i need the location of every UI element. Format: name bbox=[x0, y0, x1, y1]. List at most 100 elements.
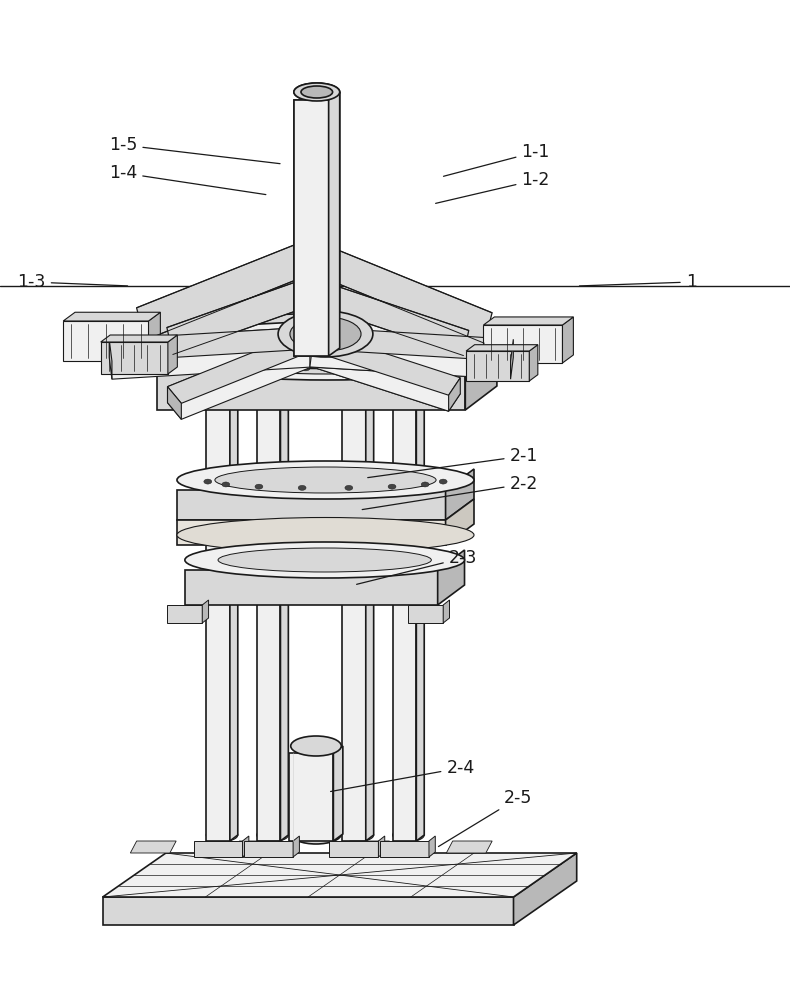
Ellipse shape bbox=[177, 518, 474, 552]
Ellipse shape bbox=[294, 83, 340, 101]
Ellipse shape bbox=[206, 828, 238, 842]
Polygon shape bbox=[280, 354, 288, 841]
Polygon shape bbox=[257, 360, 280, 841]
Polygon shape bbox=[185, 570, 438, 605]
Polygon shape bbox=[529, 345, 538, 381]
Polygon shape bbox=[510, 339, 514, 379]
Ellipse shape bbox=[222, 482, 230, 487]
Polygon shape bbox=[194, 841, 243, 857]
Ellipse shape bbox=[255, 484, 263, 489]
Polygon shape bbox=[465, 346, 497, 410]
Ellipse shape bbox=[260, 364, 269, 370]
Polygon shape bbox=[310, 327, 514, 361]
Polygon shape bbox=[101, 342, 168, 374]
Polygon shape bbox=[293, 836, 299, 857]
Ellipse shape bbox=[278, 311, 373, 357]
Ellipse shape bbox=[345, 485, 353, 490]
Ellipse shape bbox=[187, 356, 197, 362]
Ellipse shape bbox=[177, 461, 474, 499]
Ellipse shape bbox=[419, 362, 429, 368]
Ellipse shape bbox=[257, 828, 288, 842]
Text: 2-3: 2-3 bbox=[356, 549, 477, 584]
Ellipse shape bbox=[445, 359, 454, 365]
Polygon shape bbox=[167, 605, 202, 623]
Ellipse shape bbox=[385, 364, 394, 370]
Polygon shape bbox=[438, 550, 465, 605]
Polygon shape bbox=[206, 360, 230, 841]
Polygon shape bbox=[306, 347, 461, 411]
Polygon shape bbox=[157, 370, 465, 410]
Ellipse shape bbox=[388, 484, 396, 489]
Ellipse shape bbox=[301, 365, 310, 371]
Polygon shape bbox=[329, 92, 340, 356]
Ellipse shape bbox=[301, 86, 333, 98]
Polygon shape bbox=[109, 327, 313, 361]
Polygon shape bbox=[294, 100, 329, 356]
Text: 2-4: 2-4 bbox=[330, 759, 475, 792]
Polygon shape bbox=[366, 354, 374, 841]
Ellipse shape bbox=[150, 314, 502, 368]
Text: 2-5: 2-5 bbox=[438, 789, 532, 847]
Polygon shape bbox=[306, 349, 449, 411]
Polygon shape bbox=[449, 378, 461, 411]
Ellipse shape bbox=[301, 86, 333, 98]
Text: 2-1: 2-1 bbox=[367, 447, 538, 478]
Ellipse shape bbox=[157, 336, 497, 380]
Polygon shape bbox=[109, 339, 112, 379]
Ellipse shape bbox=[206, 348, 238, 360]
Text: 1-4: 1-4 bbox=[109, 164, 266, 195]
Ellipse shape bbox=[393, 828, 424, 842]
Polygon shape bbox=[380, 841, 429, 857]
Ellipse shape bbox=[298, 485, 306, 490]
Polygon shape bbox=[378, 836, 385, 857]
Polygon shape bbox=[177, 520, 446, 545]
Text: 1-2: 1-2 bbox=[435, 171, 550, 203]
Polygon shape bbox=[233, 841, 279, 853]
Polygon shape bbox=[109, 345, 313, 379]
Ellipse shape bbox=[342, 348, 374, 360]
Polygon shape bbox=[483, 317, 574, 325]
Ellipse shape bbox=[215, 467, 436, 493]
Polygon shape bbox=[167, 348, 318, 419]
Ellipse shape bbox=[218, 548, 431, 572]
Ellipse shape bbox=[290, 317, 361, 351]
Polygon shape bbox=[167, 332, 318, 403]
Polygon shape bbox=[167, 387, 182, 419]
Polygon shape bbox=[483, 325, 562, 363]
Polygon shape bbox=[466, 345, 538, 351]
Polygon shape bbox=[130, 841, 176, 853]
Polygon shape bbox=[243, 836, 249, 857]
Polygon shape bbox=[306, 331, 461, 395]
Polygon shape bbox=[309, 278, 468, 356]
Polygon shape bbox=[63, 312, 160, 321]
Polygon shape bbox=[244, 841, 293, 857]
Polygon shape bbox=[443, 600, 450, 623]
Ellipse shape bbox=[204, 479, 212, 484]
Polygon shape bbox=[202, 600, 209, 623]
Polygon shape bbox=[63, 321, 149, 361]
Polygon shape bbox=[429, 836, 435, 857]
Polygon shape bbox=[333, 746, 343, 841]
Ellipse shape bbox=[344, 365, 353, 371]
Polygon shape bbox=[103, 897, 514, 925]
Polygon shape bbox=[310, 345, 514, 379]
Polygon shape bbox=[344, 841, 389, 853]
Ellipse shape bbox=[201, 342, 453, 374]
Polygon shape bbox=[103, 853, 577, 897]
Ellipse shape bbox=[294, 83, 340, 101]
Polygon shape bbox=[177, 490, 446, 520]
Polygon shape bbox=[137, 240, 315, 340]
Ellipse shape bbox=[421, 482, 429, 487]
Polygon shape bbox=[149, 312, 160, 361]
Polygon shape bbox=[329, 92, 340, 356]
Polygon shape bbox=[294, 100, 329, 356]
Ellipse shape bbox=[291, 736, 341, 756]
Polygon shape bbox=[514, 853, 577, 925]
Text: 1-3: 1-3 bbox=[17, 273, 127, 291]
Polygon shape bbox=[446, 469, 474, 520]
Polygon shape bbox=[393, 360, 416, 841]
Ellipse shape bbox=[225, 362, 235, 368]
Text: 2-2: 2-2 bbox=[362, 475, 538, 510]
Polygon shape bbox=[408, 605, 443, 623]
Ellipse shape bbox=[257, 348, 288, 360]
